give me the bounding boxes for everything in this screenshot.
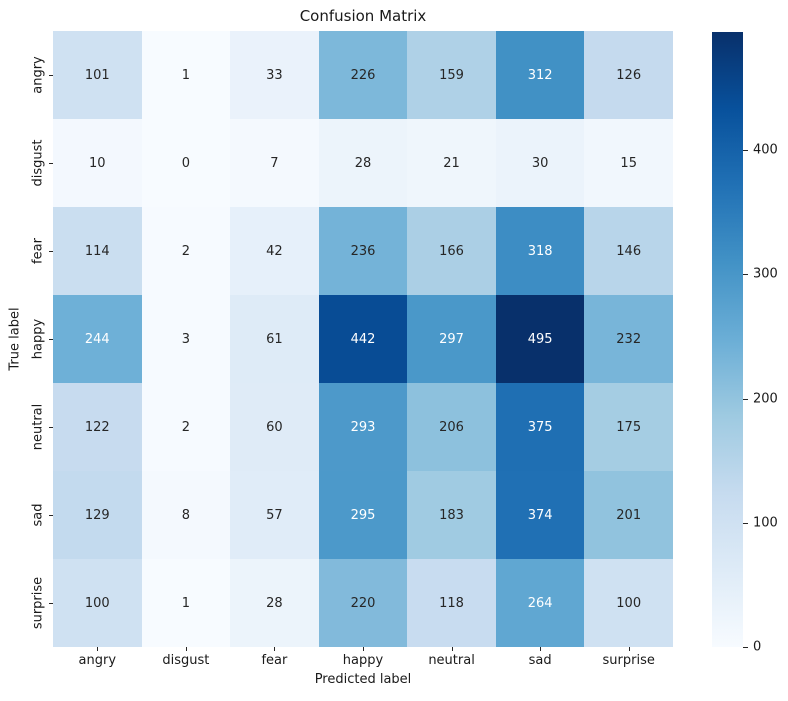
y-tick-mark (49, 163, 53, 164)
heatmap-cell-sad-surprise: 201 (584, 471, 673, 559)
heatmap-cell-angry-angry: 101 (53, 31, 142, 119)
x-tick-label-sad: sad (528, 653, 552, 668)
heatmap-cell-angry-sad: 312 (495, 31, 585, 119)
heatmap-cell-disgust-happy: 28 (318, 119, 408, 207)
heatmap-cell-surprise-disgust: 1 (141, 559, 231, 647)
heatmap-cell-surprise-sad: 264 (495, 559, 585, 647)
colorbar-tick-label-100: 100 (753, 515, 778, 531)
heatmap-cell-angry-happy: 226 (318, 31, 408, 119)
heatmap-cell-neutral-happy: 293 (318, 383, 408, 471)
colorbar (712, 32, 743, 647)
heatmap-cell-neutral-angry: 122 (53, 383, 142, 471)
heatmap-cell-sad-disgust: 8 (141, 471, 231, 559)
heatmap-cell-disgust-angry: 10 (53, 119, 142, 207)
y-tick-mark (49, 251, 53, 252)
heatmap-cell-fear-angry: 114 (53, 207, 142, 295)
colorbar-tick-mark (743, 647, 748, 648)
heatmap-cell-happy-neutral: 297 (407, 295, 496, 383)
heatmap-cell-neutral-disgust: 2 (141, 383, 231, 471)
heatmap-cell-angry-neutral: 159 (407, 31, 496, 119)
heatmap-cell-disgust-fear: 7 (230, 119, 319, 207)
heatmap-cell-disgust-sad: 30 (495, 119, 585, 207)
chart-title: Confusion Matrix (299, 7, 427, 25)
heatmap-cell-happy-disgust: 3 (141, 295, 231, 383)
heatmap-cell-fear-disgust: 2 (141, 207, 231, 295)
y-tick-label-angry: angry (30, 56, 46, 94)
x-axis-label: Predicted label (314, 672, 412, 687)
x-tick-mark (274, 647, 276, 651)
y-tick-mark (49, 339, 53, 340)
heatmap-cell-happy-happy: 442 (318, 295, 408, 383)
x-tick-label-angry: angry (78, 653, 117, 668)
colorbar-tick-label-0: 0 (753, 639, 762, 655)
heatmap-cell-fear-sad: 318 (495, 207, 585, 295)
x-tick-mark (540, 647, 542, 651)
x-tick-label-fear: fear (261, 653, 288, 668)
heatmap-cell-disgust-surprise: 15 (584, 119, 673, 207)
heatmap-cell-fear-fear: 42 (230, 207, 319, 295)
heatmap-cell-disgust-disgust: 0 (141, 119, 231, 207)
heatmap-cell-fear-happy: 236 (318, 207, 408, 295)
colorbar-tick-label-400: 400 (753, 142, 778, 158)
heatmap-cell-sad-sad: 374 (495, 471, 585, 559)
x-tick-label-neutral: neutral (428, 653, 475, 668)
colorbar-tick-mark (743, 274, 748, 276)
y-axis-label: True label (7, 307, 23, 371)
heatmap-cell-angry-surprise: 126 (584, 31, 673, 119)
heatmap-cell-happy-angry: 244 (53, 295, 142, 383)
heatmap-cell-disgust-neutral: 21 (407, 119, 496, 207)
x-tick-label-happy: happy (342, 653, 384, 668)
heatmap-cell-neutral-fear: 60 (230, 383, 319, 471)
heatmap-cell-neutral-surprise: 175 (584, 383, 673, 471)
heatmap-cell-sad-fear: 57 (230, 471, 319, 559)
heatmap-cell-neutral-sad: 375 (495, 383, 585, 471)
heatmap-cell-neutral-neutral: 206 (407, 383, 496, 471)
colorbar-tick-mark (743, 398, 748, 400)
y-tick-label-sad: sad (30, 503, 46, 527)
x-tick-mark (363, 647, 364, 651)
heatmap-cell-sad-angry: 129 (53, 471, 142, 559)
heatmap-cell-surprise-angry: 100 (53, 559, 142, 647)
x-tick-mark (185, 647, 187, 651)
y-tick-label-neutral: neutral (30, 403, 46, 451)
heatmap-cell-fear-surprise: 146 (584, 207, 673, 295)
colorbar-tick-mark (743, 522, 748, 524)
heatmap-cell-surprise-neutral: 118 (407, 559, 496, 647)
x-tick-label-surprise: surprise (602, 653, 655, 668)
y-tick-label-disgust: disgust (30, 139, 46, 187)
x-tick-mark (628, 647, 630, 651)
x-tick-mark (451, 647, 453, 651)
y-tick-mark (49, 427, 53, 428)
colorbar-tick-label-300: 300 (753, 266, 778, 282)
y-tick-label-surprise: surprise (30, 576, 46, 630)
y-tick-mark (49, 603, 53, 604)
heatmap-cell-sad-neutral: 183 (407, 471, 496, 559)
heatmap-cell-fear-neutral: 166 (407, 207, 496, 295)
heatmap-cell-happy-fear: 61 (230, 295, 319, 383)
y-tick-mark (49, 75, 53, 76)
colorbar-tick-mark (743, 150, 748, 152)
colorbar-tick-label-200: 200 (753, 391, 778, 406)
y-tick-label-happy: happy (30, 318, 46, 360)
heatmap-cell-surprise-surprise: 100 (584, 559, 673, 647)
heatmap-cell-surprise-fear: 28 (230, 559, 319, 647)
heatmap-cell-happy-surprise: 232 (584, 295, 673, 383)
x-tick-mark (97, 647, 99, 651)
heatmap-grid: 101 1 33 226 159 312 126 10 0 7 28 21 30 15 114 2 42 236 1… (53, 31, 673, 647)
heatmap-cell-sad-happy: 295 (318, 471, 408, 559)
heatmap-cell-happy-sad: 495 (495, 295, 585, 383)
y-tick-mark (49, 515, 53, 516)
heatmap-cell-angry-disgust: 1 (141, 31, 231, 119)
heatmap-cell-surprise-happy: 220 (318, 559, 408, 647)
x-tick-label-disgust: disgust (162, 653, 210, 668)
y-tick-label-fear: fear (30, 238, 46, 264)
heatmap-cell-angry-fear: 33 (230, 31, 319, 119)
